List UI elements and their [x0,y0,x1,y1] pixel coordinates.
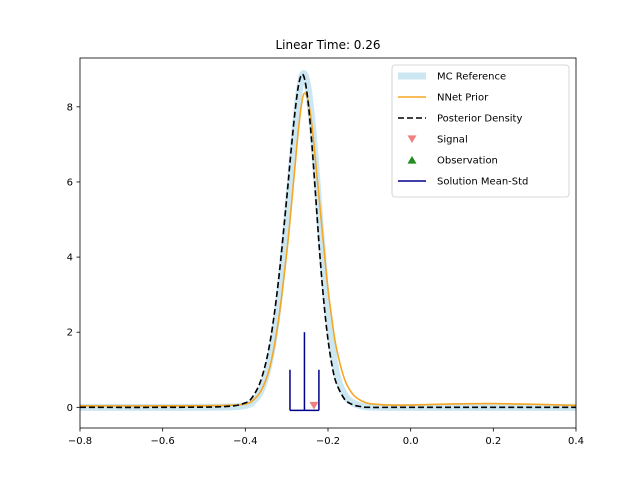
y-tick-label: 2 [67,328,73,339]
legend-label-nnet-prior: NNet Prior [437,93,489,104]
x-tick-label: −0.4 [233,436,257,447]
chart-title: Linear Time: 0.26 [275,38,380,52]
legend-label-observation: Observation [437,156,498,167]
x-tick-label: 0.0 [403,436,419,447]
marker-signal [309,401,319,410]
x-axis: −0.8 −0.6 −0.4 −0.2 0.0 0.2 0.4 [68,428,584,447]
y-axis: 0 2 4 6 8 [67,102,80,414]
legend-handle-signal [407,135,417,144]
y-tick-label: 8 [67,102,73,113]
x-tick-label: −0.6 [151,436,175,447]
legend-label-solution-mean-std: Solution Mean-Std [437,177,528,188]
series-line-posterior-density [80,73,576,409]
x-tick-label: 0.2 [485,436,501,447]
legend-handle-observation [407,155,417,164]
plot-area [80,70,576,412]
series-line-nnet-prior [80,92,576,407]
y-tick-label: 4 [67,253,73,264]
legend: MC Reference NNet Prior Posterior Density S… [391,64,570,198]
legend-label-mc-reference: MC Reference [437,72,506,83]
x-tick-label: 0.4 [568,436,584,447]
y-tick-label: 6 [67,177,73,188]
legend-box [391,64,570,198]
y-tick-label: 0 [67,403,73,414]
legend-label-posterior-density: Posterior Density [437,114,522,125]
x-tick-label: −0.8 [68,436,92,447]
series-line-mc-reference [80,70,576,411]
legend-label-signal: Signal [437,135,468,146]
x-tick-label: −0.2 [316,436,340,447]
